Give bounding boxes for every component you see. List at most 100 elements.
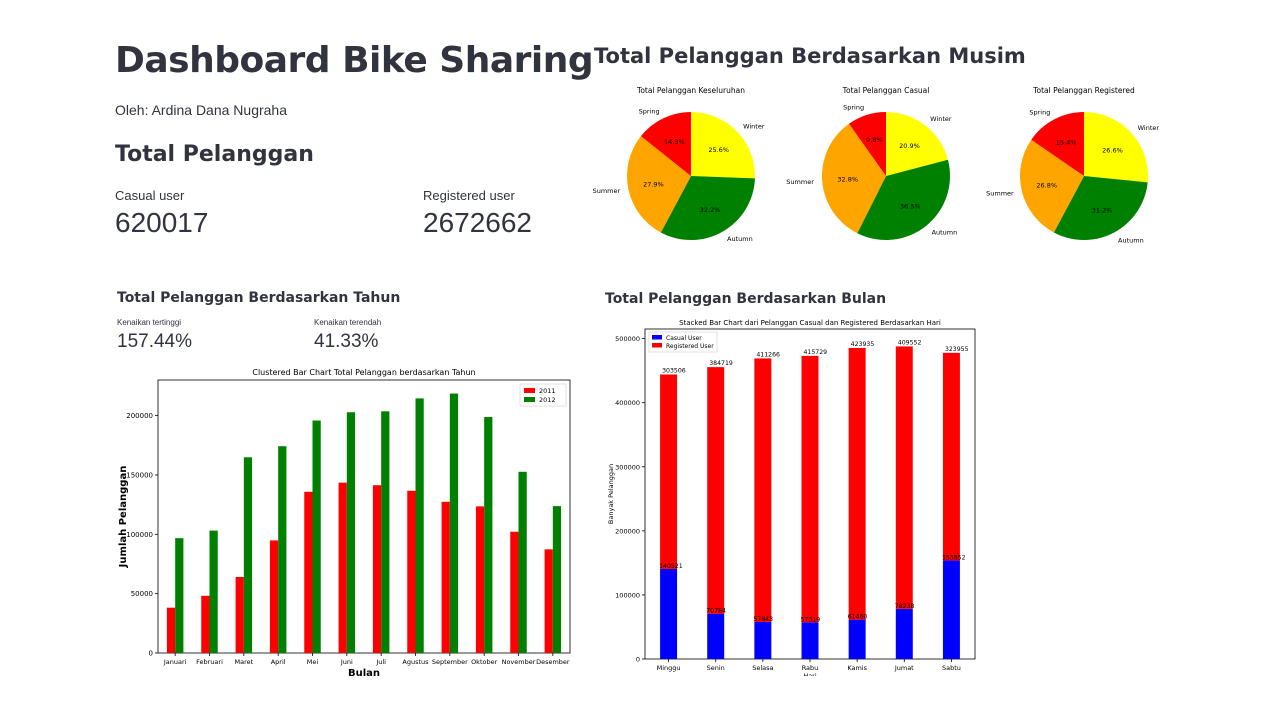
pie-pct-label: 26.8% — [1036, 182, 1057, 190]
bar-2012 — [278, 446, 287, 653]
season-pie-charts: Total Pelanggan Keseluruhan 25.6% Winter 32… — [593, 86, 1160, 244]
bar-casual — [895, 608, 913, 659]
pie-slice — [1020, 139, 1084, 233]
bar-registered — [895, 346, 913, 609]
x-tick-label: Selasa — [752, 664, 773, 672]
total-heading: Total Pelanggan — [115, 142, 314, 167]
bar-registered — [707, 367, 725, 614]
pie-pct-label: 31.2% — [1092, 206, 1113, 214]
pie-slice — [849, 112, 886, 176]
pie-category-label: Autumn — [727, 235, 753, 243]
casual-value-label: 78238 — [895, 603, 915, 610]
bar-2011 — [201, 595, 210, 653]
max-increase-label: Kenaikan tertinggi — [117, 318, 182, 327]
bar-2011 — [269, 540, 279, 653]
season-heading: Total Pelanggan Berdasarkan Musim — [594, 44, 1026, 68]
pie-pct-label: 36.5% — [900, 202, 921, 210]
casual-value-label: 57843 — [753, 616, 773, 623]
bar-casual — [942, 560, 960, 659]
bar-2012 — [243, 457, 253, 653]
bar-2011 — [510, 531, 519, 653]
bar-2012 — [381, 411, 390, 653]
bar-2011 — [407, 490, 416, 653]
bar-2012 — [312, 420, 321, 653]
casual-value-label: 57319 — [801, 616, 821, 623]
legend-swatch — [652, 335, 662, 340]
legend-box — [648, 331, 718, 353]
pie-slice — [627, 136, 691, 233]
pie-pct-label: 26.6% — [1102, 147, 1123, 155]
bar-casual — [801, 622, 819, 659]
pie-category-label: Summer — [986, 190, 1014, 198]
bar-registered — [660, 374, 678, 569]
plot-frame — [157, 379, 571, 654]
bar-registered — [942, 352, 960, 561]
casual-metric-value: 620017 — [115, 207, 209, 238]
registered-value-label: 409552 — [898, 339, 922, 346]
stacked-bar-chart: Stacked Bar Chart dari Pelanggan Casual … — [607, 319, 976, 676]
bar-casual — [848, 619, 866, 659]
x-tick-label: Oktober — [471, 658, 498, 666]
author-text: Oleh: Ardina Dana Nugraha — [115, 102, 287, 118]
x-tick-label: Januari — [163, 658, 187, 666]
bar-2011 — [235, 576, 244, 653]
casual-metric-label: Casual user — [115, 188, 185, 203]
bar-2011 — [166, 607, 176, 653]
bar-2012 — [209, 530, 218, 653]
y-tick-label: 300000 — [615, 463, 640, 471]
y-tick-label: 150000 — [126, 471, 153, 479]
legend-label: 2012 — [539, 396, 556, 404]
min-increase-label: Kenaikan terendah — [314, 318, 382, 327]
bar-casual — [660, 568, 678, 659]
pie-title: Total Pelanggan Casual — [842, 86, 930, 95]
pie-slice — [1084, 112, 1148, 183]
registered-value-label: 411266 — [756, 351, 780, 358]
casual-value-label: 61460 — [848, 614, 868, 621]
bar-2012 — [484, 416, 493, 653]
legend-label: 2011 — [539, 387, 556, 395]
pie-pct-label: 27.9% — [643, 180, 664, 188]
pie-slice — [857, 159, 950, 241]
x-tick-label: Sabtu — [942, 664, 961, 672]
pie-category-label: Winter — [930, 115, 952, 123]
page-title: Dashboard Bike Sharing — [115, 40, 594, 81]
x-tick-label: Maret — [234, 658, 253, 666]
legend-label: Registered User — [666, 343, 714, 350]
x-tick-label: Mei — [307, 658, 319, 666]
x-tick-label: Agustus — [402, 658, 429, 666]
bar-2011 — [372, 485, 382, 653]
registered-value-label: 303506 — [662, 367, 686, 374]
y-tick-label: 0 — [149, 650, 153, 658]
pie-pct-label: 15.4% — [1056, 139, 1077, 147]
y-tick-label: 100000 — [126, 531, 153, 539]
pie-category-label: Winter — [1138, 124, 1160, 132]
bar-2011 — [544, 549, 553, 653]
pie-category-label: Autumn — [932, 229, 958, 237]
pie-pct-label: 32.2% — [700, 206, 721, 214]
x-tick-label: Rabu — [802, 664, 819, 672]
casual-value-label: 140521 — [659, 563, 683, 570]
bar-2012 — [518, 471, 527, 653]
pie-title: Total Pelanggan Registered — [1032, 86, 1135, 95]
x-tick-label: Minggu — [657, 664, 681, 672]
bar-2011 — [304, 491, 313, 653]
pie-category-label: Winter — [743, 122, 765, 130]
pie-slice — [1031, 112, 1084, 176]
y-tick-label: 100000 — [615, 591, 640, 599]
x-tick-label: November — [502, 658, 536, 666]
pie-pct-label: 20.9% — [899, 142, 920, 150]
casual-value-label: 70784 — [706, 608, 726, 615]
pie-pct-label: 25.6% — [708, 146, 729, 154]
pie-slice — [640, 112, 691, 176]
y-axis-label: Jumlah Pelanggan — [118, 466, 129, 569]
x-axis-label: Bulan — [348, 668, 380, 679]
registered-metric-label: Registered user — [423, 188, 515, 203]
y-tick-label: 200000 — [615, 527, 640, 535]
pie-pct-label: 32.8% — [837, 175, 858, 183]
x-tick-label: Februari — [196, 658, 223, 666]
y-tick-label: 50000 — [131, 590, 153, 598]
legend-swatch — [524, 397, 535, 402]
registered-value-label: 423935 — [851, 341, 875, 348]
max-increase-value: 157.44% — [117, 331, 193, 352]
casual-value-label: 153852 — [942, 554, 966, 561]
